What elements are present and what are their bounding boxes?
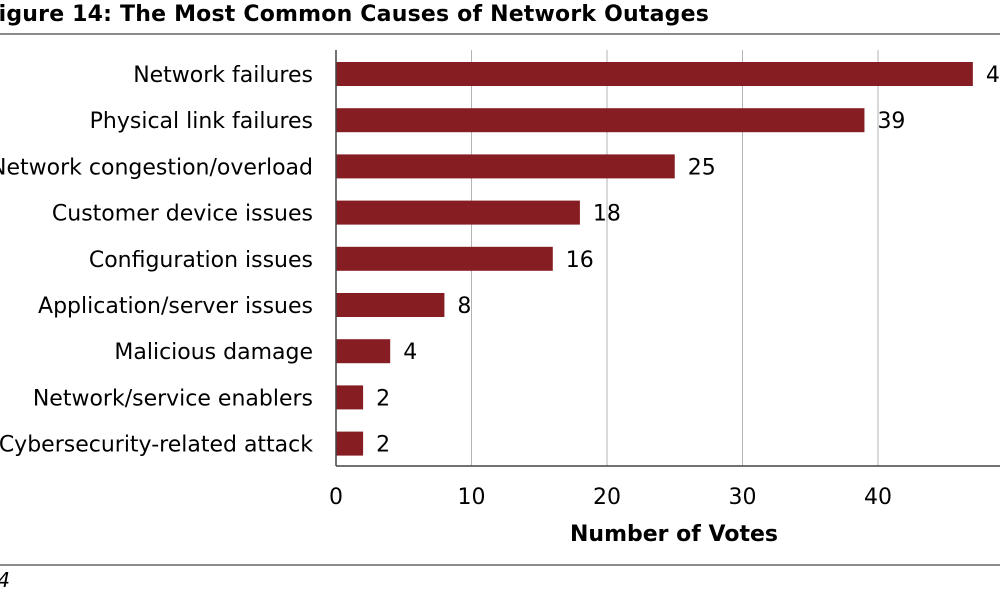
- data-label-4: 16: [566, 248, 594, 273]
- bar-3: [336, 200, 580, 225]
- bar-1: [336, 108, 865, 133]
- category-label-3: Customer device issues: [52, 202, 313, 227]
- bar-0: [336, 62, 973, 86]
- data-label-6: 4: [403, 340, 417, 365]
- data-label-0: 47: [986, 63, 1000, 88]
- bar-7: [336, 385, 364, 410]
- category-label-4: Configuration issues: [89, 248, 313, 273]
- footnote: 4: [0, 568, 60, 598]
- bar-8: [336, 431, 364, 456]
- bar-4: [336, 246, 553, 271]
- category-label-7: Network/service enablers: [33, 386, 313, 411]
- category-label-2: Network congestion/overload: [0, 155, 313, 180]
- top-divider: [0, 33, 1000, 35]
- data-label-1: 39: [877, 109, 905, 134]
- x-tick-label-0: 0: [329, 485, 343, 510]
- category-label-1: Physical link failures: [90, 109, 313, 134]
- x-tick-label-20: 20: [593, 485, 621, 510]
- category-label-0: Network failures: [133, 63, 313, 88]
- data-label-7: 2: [376, 386, 390, 411]
- x-tick-label-30: 30: [729, 485, 757, 510]
- category-label-8: Cybersecurity-related attack: [0, 433, 313, 458]
- category-label-5: Application/server issues: [38, 294, 313, 319]
- footnote-text: 4: [0, 568, 10, 592]
- bar-5: [336, 293, 445, 317]
- data-label-5: 8: [457, 294, 471, 319]
- chart-title: Figure 14: The Most Common Causes of Net…: [0, 2, 1000, 32]
- category-label-6: Malicious damage: [114, 340, 313, 365]
- chart-title-text: Figure 14: The Most Common Causes of Net…: [0, 2, 709, 27]
- x-tick-label-10: 10: [458, 485, 486, 510]
- bottom-divider: [0, 564, 1000, 566]
- x-tick-label-40: 40: [864, 485, 892, 510]
- x-axis-title: Number of Votes: [570, 522, 778, 547]
- data-label-2: 25: [688, 155, 716, 180]
- data-label-8: 2: [376, 433, 390, 458]
- bar-6: [336, 339, 391, 364]
- data-label-3: 18: [593, 202, 621, 227]
- bar-2: [336, 154, 675, 179]
